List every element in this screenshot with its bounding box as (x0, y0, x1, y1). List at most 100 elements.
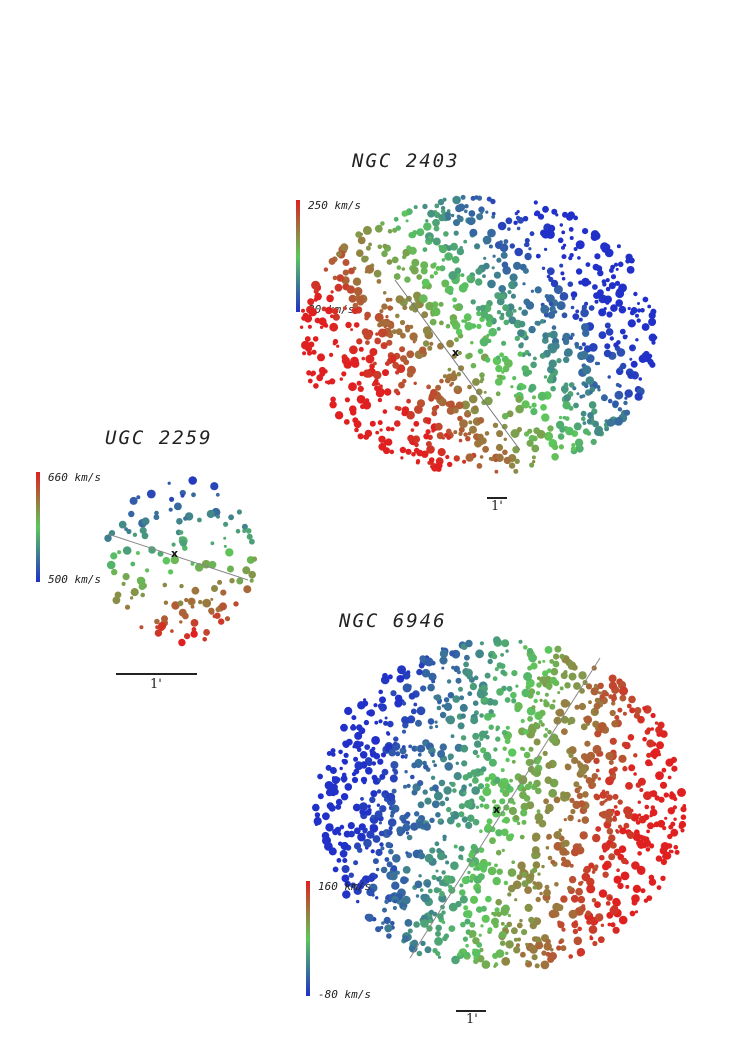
velocity-pixel (438, 779, 446, 787)
velocity-pixel (609, 709, 616, 717)
velocity-pixel (485, 895, 492, 903)
velocity-pixel (458, 686, 463, 692)
velocity-pixel (629, 910, 636, 917)
velocity-pixel (437, 198, 445, 206)
velocity-pixel (311, 349, 317, 355)
velocity-pixel (434, 203, 440, 209)
velocity-pixel (435, 951, 441, 957)
velocity-pixel (594, 864, 599, 869)
velocity-pixel (502, 304, 510, 312)
velocity-pixel (401, 729, 407, 734)
velocity-pixel (613, 815, 617, 819)
velocity-pixel (505, 725, 510, 730)
velocity-pixel (503, 880, 509, 886)
velocity-pixel (375, 332, 379, 336)
velocity-pixel (563, 859, 571, 868)
velocity-pixel (163, 600, 169, 605)
velocity-pixel (472, 749, 479, 756)
velocity-pixel (425, 219, 429, 223)
velocity-pixel (246, 533, 253, 540)
velocity-pixel (428, 919, 433, 924)
velocity-pixel (354, 731, 363, 740)
velocity-pixel (202, 598, 212, 608)
velocity-pixel (545, 846, 550, 850)
velocity-pixel (407, 434, 415, 442)
velocity-pixel (110, 552, 118, 560)
velocity-pixel (145, 568, 150, 573)
velocity-pixel (568, 227, 574, 232)
velocity-pixel (498, 374, 503, 380)
velocity-pixel (365, 264, 375, 274)
velocity-pixel (487, 861, 492, 866)
velocity-pixel (602, 871, 609, 878)
velocity-pixel (608, 694, 613, 699)
velocity-pixel (488, 773, 496, 781)
velocity-pixel (301, 308, 305, 313)
velocity-pixel (359, 802, 368, 812)
velocity-pixel (373, 269, 382, 278)
velocity-pixel (553, 831, 562, 840)
velocity-pixel (586, 919, 592, 925)
velocity-pixel (513, 468, 519, 474)
velocity-pixel (495, 366, 502, 373)
velocity-pixel (461, 282, 469, 290)
velocity-pixel (140, 592, 145, 598)
velocity-pixel (445, 454, 450, 460)
velocity-pixel (563, 356, 570, 363)
velocity-pixel (549, 330, 558, 339)
velocity-pixel (373, 361, 377, 366)
velocity-pixel (470, 876, 475, 881)
velocity-pixel (540, 404, 547, 411)
velocity-pixel (491, 266, 495, 270)
velocity-pixel (385, 928, 390, 933)
velocity-pixel (534, 722, 541, 730)
velocity-pixel (401, 716, 409, 724)
velocity-pixel (129, 496, 138, 505)
velocity-pixel (233, 601, 239, 607)
velocity-pixel (376, 279, 382, 284)
velocity-pixel (425, 882, 431, 888)
velocity-pixel (435, 462, 443, 469)
velocity-pixel (498, 931, 507, 939)
velocity-pixel (380, 221, 385, 226)
velocity-pixel (326, 294, 334, 303)
velocity-pixel (582, 791, 589, 798)
velocity-colorbar (36, 472, 40, 582)
velocity-pixel (637, 851, 642, 856)
velocity-pixel (615, 267, 619, 271)
velocity-pixel (514, 898, 518, 902)
velocity-pixel (326, 751, 332, 756)
velocity-pixel (674, 849, 680, 855)
velocity-pixel (371, 761, 377, 766)
velocity-pixel (513, 220, 518, 225)
velocity-pixel (579, 831, 588, 840)
velocity-pixel (643, 791, 652, 801)
velocity-pixel (570, 291, 578, 298)
velocity-pixel (443, 875, 449, 881)
velocity-pixel (524, 431, 530, 437)
velocity-pixel (342, 269, 349, 276)
velocity-pixel (391, 881, 400, 890)
velocity-pixel (620, 871, 630, 881)
velocity-pixel (375, 848, 383, 857)
velocity-pixel (483, 803, 490, 810)
velocity-pixel (485, 210, 489, 214)
velocity-pixel (534, 936, 541, 943)
velocity-pixel (472, 937, 480, 945)
velocity-pixel (605, 901, 611, 906)
velocity-pixel (616, 244, 621, 249)
velocity-pixel (384, 716, 388, 720)
velocity-pixel (321, 306, 327, 312)
velocity-pixel (562, 416, 567, 420)
velocity-pixel (440, 206, 446, 211)
velocity-pixel (531, 783, 538, 790)
velocity-pixel (394, 420, 401, 427)
velocity-pixel (477, 955, 485, 963)
velocity-pixel (179, 620, 183, 624)
velocity-pixel (425, 441, 432, 447)
velocity-pixel (543, 699, 548, 704)
velocity-pixel (582, 365, 592, 375)
velocity-pixel (521, 309, 528, 316)
velocity-pixel (611, 701, 616, 706)
velocity-pixel (453, 455, 460, 462)
